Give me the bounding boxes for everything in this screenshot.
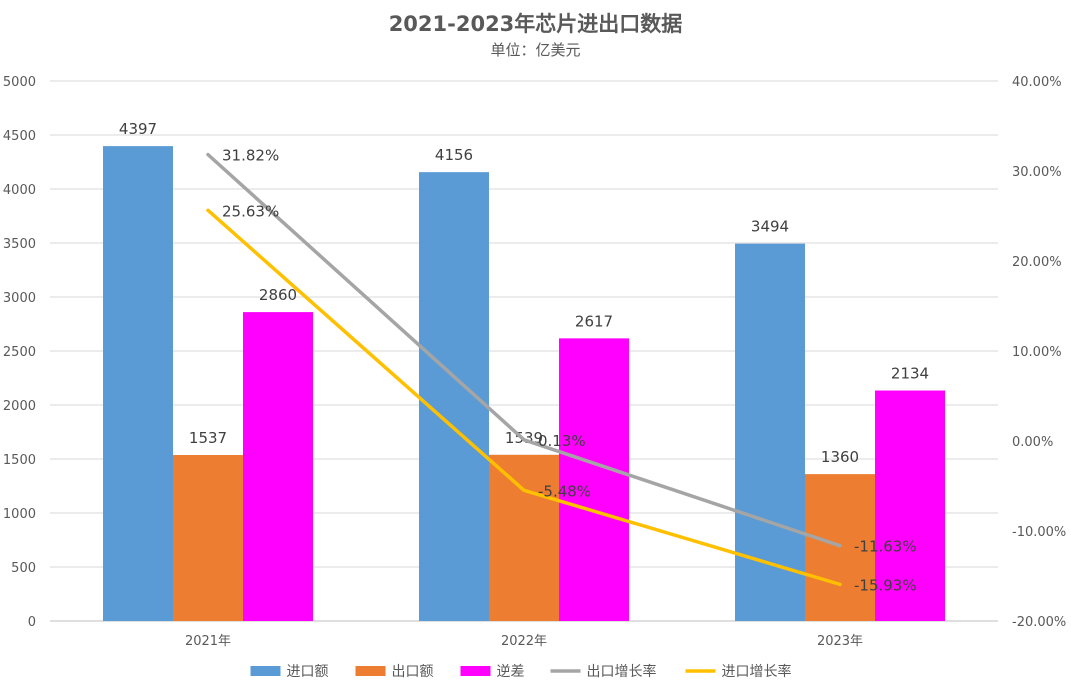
bar-value-label: 3494 [751, 218, 789, 236]
y-right-tick-label: 30.00% [1012, 165, 1062, 180]
legend-label: 出口增长率 [587, 663, 657, 680]
y-right-tick-label: -20.00% [1012, 615, 1066, 630]
legend-label: 进口额 [287, 664, 329, 680]
line-value-label: -11.63% [854, 538, 917, 556]
bar [559, 338, 629, 621]
line-point [522, 488, 526, 492]
legend-swatch [460, 666, 491, 676]
x-tick-label: 2023年 [817, 634, 863, 649]
line-value-label: 31.82% [222, 147, 279, 165]
y-left-tick-label: 2500 [3, 345, 36, 360]
bar-value-label: 1537 [189, 429, 227, 447]
y-right-tick-label: 20.00% [1012, 255, 1062, 270]
y-right-tick-label: 40.00% [1012, 75, 1062, 90]
bar-value-label: 2617 [575, 312, 613, 330]
x-tick-label: 2021年 [185, 634, 231, 649]
bar-value-label: 1360 [821, 448, 859, 466]
bar [805, 474, 875, 621]
bar-value-label: 4397 [119, 120, 157, 138]
bar [489, 454, 559, 621]
legend-label: 逆差 [497, 664, 525, 680]
line-value-label: 25.63% [222, 202, 279, 220]
bar-value-label: 2134 [891, 365, 929, 383]
line-value-label: -15.93% [854, 576, 917, 594]
legend-swatch [355, 666, 386, 676]
x-tick-label: 2022年 [501, 634, 547, 649]
line-point [206, 208, 210, 212]
y-right-tick-label: 0.00% [1012, 435, 1053, 450]
bar [243, 312, 313, 621]
line-point [838, 582, 842, 586]
line-point [838, 544, 842, 548]
line-value-label: 0.13% [538, 432, 586, 450]
legend-label: 进口增长率 [722, 663, 792, 680]
y-right-tick-label: 10.00% [1012, 345, 1062, 360]
y-left-tick-label: 5000 [3, 75, 36, 90]
y-left-tick-label: 4500 [3, 129, 36, 144]
line-value-label: -5.48% [538, 482, 591, 500]
legend-label: 出口额 [392, 664, 434, 680]
y-left-tick-label: 3500 [3, 237, 36, 252]
y-left-tick-label: 3000 [3, 291, 36, 306]
line-point [522, 438, 526, 442]
bar [173, 455, 243, 621]
y-right-tick-label: -10.00% [1012, 525, 1066, 540]
legend-swatch [250, 666, 281, 676]
bar-value-label: 4156 [435, 146, 473, 164]
chart-subtitle: 单位：亿美元 [490, 41, 581, 59]
y-left-tick-label: 1000 [3, 507, 36, 522]
y-left-tick-label: 4000 [3, 183, 36, 198]
bar [875, 390, 945, 621]
bar [103, 146, 173, 621]
y-left-tick-label: 500 [11, 561, 36, 576]
chart-title: 2021-2023年芯片进出口数据 [388, 12, 683, 36]
bar-value-label: 2860 [259, 286, 297, 304]
y-left-tick-label: 0 [28, 615, 36, 630]
y-left-tick-label: 1500 [3, 453, 36, 468]
line-point [206, 153, 210, 157]
y-left-tick-label: 2000 [3, 399, 36, 414]
